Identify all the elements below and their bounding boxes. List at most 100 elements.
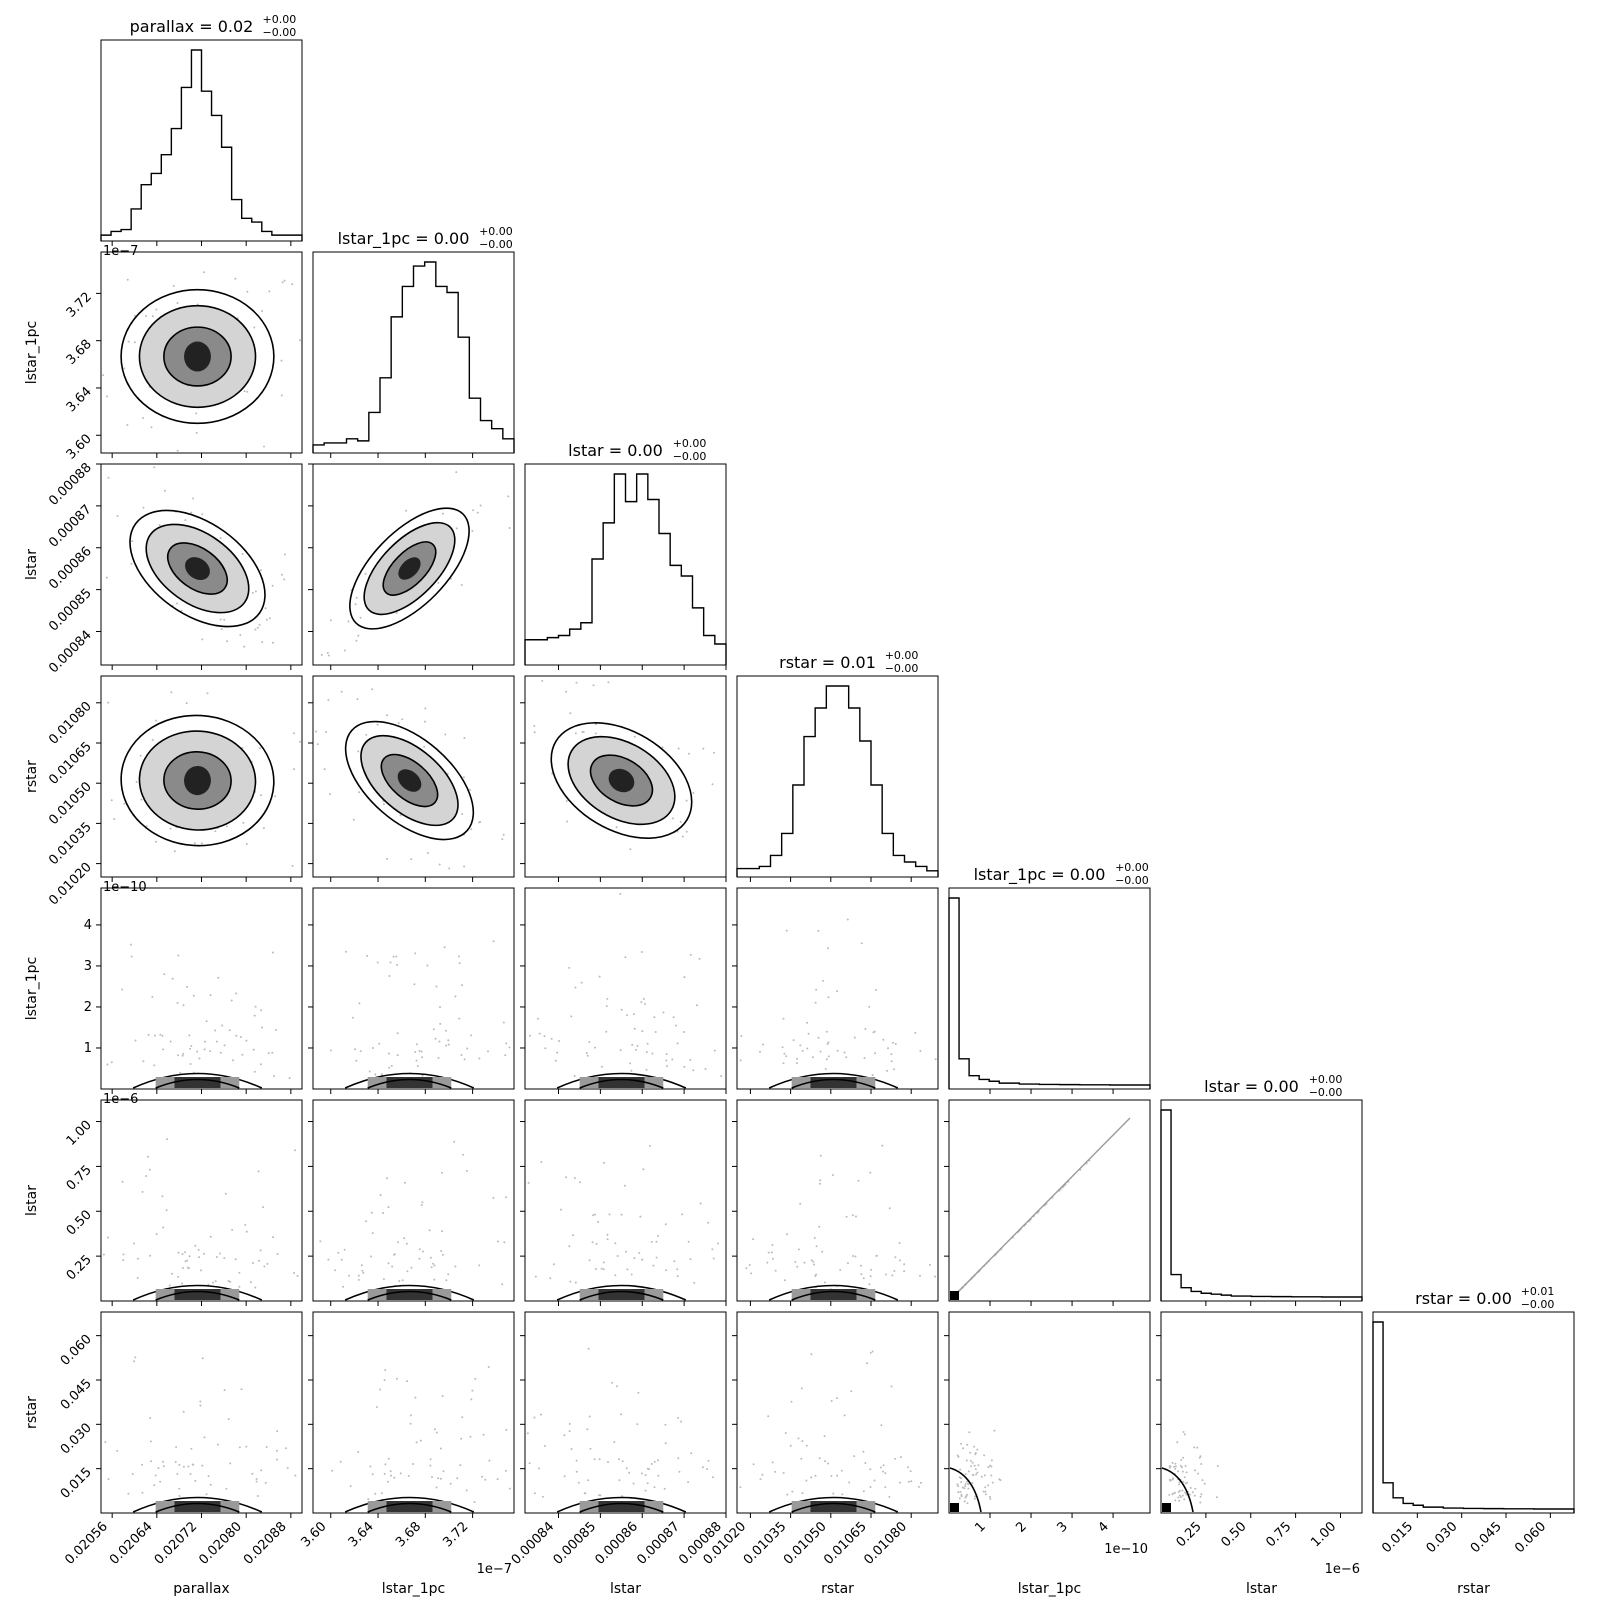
title-minus: −0.00 bbox=[1115, 874, 1149, 887]
sample-point bbox=[914, 1031, 917, 1034]
x-tick-label: 0.02056 bbox=[62, 1519, 111, 1568]
sample-point bbox=[887, 1047, 889, 1050]
sample-point bbox=[251, 591, 254, 594]
sample-point bbox=[395, 955, 398, 958]
sample-point bbox=[288, 1077, 291, 1080]
density-core bbox=[174, 1077, 221, 1088]
sample-point bbox=[934, 1275, 937, 1278]
sample-point bbox=[229, 1462, 232, 1465]
sample-point bbox=[701, 1466, 704, 1469]
y-tick-label: 0.75 bbox=[64, 1163, 95, 1194]
sample-point bbox=[987, 1466, 990, 1469]
sample-point bbox=[262, 1206, 264, 1209]
sample-point bbox=[1199, 1495, 1202, 1498]
sample-point bbox=[280, 359, 283, 362]
x-axis-label: lstar_1pc bbox=[382, 1581, 446, 1597]
sample-point bbox=[181, 1054, 184, 1057]
x-tick-label: 0.02080 bbox=[196, 1519, 245, 1568]
sample-point bbox=[177, 954, 180, 957]
sample-point bbox=[154, 1474, 157, 1477]
sample-point bbox=[176, 1001, 179, 1004]
sample-point bbox=[748, 1264, 751, 1266]
sample-point bbox=[982, 1490, 985, 1493]
sample-point bbox=[892, 1041, 894, 1044]
sample-point bbox=[964, 1483, 967, 1485]
sample-point bbox=[770, 1251, 773, 1254]
x-tick-label: 1.00 bbox=[1308, 1519, 1339, 1550]
sample-point bbox=[231, 1228, 234, 1231]
x-tick-label: 3.64 bbox=[346, 1519, 377, 1550]
sample-point bbox=[478, 1264, 481, 1267]
panel-4-1 bbox=[308, 887, 515, 1094]
sample-point bbox=[405, 1242, 408, 1245]
sample-point bbox=[473, 1501, 476, 1504]
sample-point bbox=[671, 1058, 674, 1061]
sample-point bbox=[497, 1240, 499, 1243]
sample-point bbox=[907, 1480, 910, 1483]
sample-point bbox=[438, 1040, 441, 1043]
sample-point bbox=[145, 1175, 148, 1177]
sample-point bbox=[252, 1048, 255, 1051]
sample-point bbox=[376, 723, 379, 726]
sample-point bbox=[1186, 1481, 1189, 1484]
sample-point bbox=[415, 1441, 418, 1444]
sample-point bbox=[329, 1049, 332, 1052]
sample-point bbox=[398, 1280, 401, 1282]
sample-point bbox=[972, 1474, 975, 1476]
sample-point bbox=[463, 1058, 466, 1061]
sample-point bbox=[577, 1481, 580, 1484]
density-core bbox=[174, 1501, 221, 1512]
sample-point bbox=[245, 1230, 248, 1233]
sample-point bbox=[223, 1257, 226, 1260]
sample-point bbox=[354, 603, 357, 606]
sample-point bbox=[327, 1258, 330, 1261]
sample-point bbox=[634, 1048, 637, 1051]
sample-point bbox=[966, 1493, 969, 1496]
sample-point bbox=[789, 1444, 792, 1447]
sample-point bbox=[472, 509, 474, 512]
sample-point bbox=[860, 1273, 863, 1276]
sample-point bbox=[974, 1453, 977, 1456]
sample-point bbox=[646, 1467, 649, 1470]
sample-point bbox=[161, 1034, 164, 1037]
contour-line bbox=[132, 1496, 263, 1513]
sample-point bbox=[365, 1220, 368, 1223]
sample-point bbox=[823, 1435, 826, 1438]
sample-point bbox=[864, 1028, 867, 1030]
sample-point bbox=[774, 1269, 777, 1272]
contour-line bbox=[791, 1290, 876, 1301]
sample-point bbox=[406, 1270, 409, 1273]
sample-point bbox=[246, 390, 249, 393]
sample-point bbox=[650, 1240, 653, 1243]
panel-2-2: lstar = 0.00 +0.00−0.00 bbox=[524, 437, 727, 670]
sample-point bbox=[984, 1486, 987, 1489]
sample-point bbox=[761, 1473, 764, 1476]
sample-point bbox=[286, 1467, 289, 1470]
sample-point bbox=[653, 1016, 656, 1019]
sample-point bbox=[142, 506, 145, 509]
sample-point bbox=[983, 1474, 986, 1477]
sample-point bbox=[673, 1260, 676, 1263]
sample-point bbox=[484, 1478, 487, 1481]
panel-6-6: rstar = 0.00 +0.01−0.00 0.015 0.030 0.045 0.0… bbox=[1372, 1285, 1575, 1556]
sample-point bbox=[563, 1475, 566, 1478]
sample-point bbox=[846, 1262, 849, 1265]
sample-point bbox=[293, 1272, 295, 1274]
sample-point bbox=[591, 1241, 594, 1244]
sample-point bbox=[544, 1047, 547, 1050]
sample-point bbox=[629, 848, 632, 851]
density-group bbox=[129, 509, 266, 628]
sample-point bbox=[632, 1482, 635, 1485]
sample-point bbox=[752, 1463, 755, 1466]
sample-point bbox=[478, 1057, 481, 1060]
sample-point bbox=[806, 1047, 809, 1050]
contour-line bbox=[579, 1290, 664, 1301]
sample-point bbox=[492, 1196, 495, 1199]
sample-point bbox=[600, 1267, 603, 1270]
sample-point bbox=[845, 1215, 848, 1218]
sample-point bbox=[868, 1005, 871, 1008]
sample-point bbox=[818, 1457, 821, 1460]
sample-point bbox=[671, 817, 674, 820]
sample-point bbox=[870, 1268, 873, 1271]
sample-point bbox=[226, 640, 229, 643]
